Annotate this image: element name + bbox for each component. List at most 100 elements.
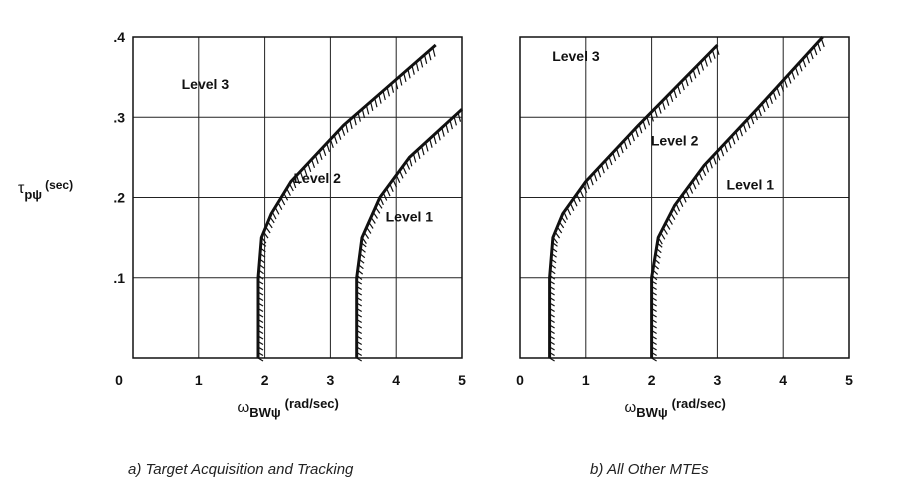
hatch-mark xyxy=(389,183,394,192)
hatch-mark xyxy=(653,264,659,270)
hatch-mark xyxy=(257,346,264,351)
hatch-mark xyxy=(691,181,697,190)
boundary-hatching xyxy=(651,38,825,362)
hatch-mark xyxy=(615,148,620,158)
x-tick-label: 2 xyxy=(648,372,656,388)
hatch-mark xyxy=(257,318,264,324)
hatch-mark xyxy=(445,123,449,133)
hatch-mark xyxy=(394,79,399,90)
hatch-mark xyxy=(345,123,349,133)
hatch-mark xyxy=(307,163,312,172)
hatch-mark xyxy=(453,116,457,126)
hatch-mark xyxy=(711,49,716,59)
level-label: Level 2 xyxy=(651,132,699,148)
hatch-mark xyxy=(322,147,327,156)
hatch-mark xyxy=(379,196,384,206)
y-tick-label: .2 xyxy=(113,190,125,206)
hatch-mark xyxy=(805,54,810,64)
hatch-mark xyxy=(356,307,363,313)
hatch-mark xyxy=(627,136,632,146)
hatch-mark xyxy=(608,156,613,166)
caption-a: a) Target Acquisition and Tracking xyxy=(128,461,354,478)
hatch-mark xyxy=(695,176,700,185)
hatch-mark xyxy=(566,207,572,216)
hatch-mark xyxy=(670,212,676,221)
x-tick-label: 5 xyxy=(458,372,466,388)
hatch-mark xyxy=(723,143,728,153)
x-tick-label: 4 xyxy=(779,372,787,388)
x-axis-label: ωBWψ(rad/sec) xyxy=(238,396,339,420)
x-tick-label: 4 xyxy=(392,372,400,388)
y-tick-label: .3 xyxy=(113,109,125,125)
hatch-mark xyxy=(585,180,590,190)
hatch-mark xyxy=(258,269,264,275)
hatch-mark xyxy=(554,231,561,239)
hatch-mark xyxy=(277,202,283,210)
hatch-mark xyxy=(582,184,588,194)
hatch-mark xyxy=(634,128,639,138)
hatch-mark xyxy=(688,185,694,194)
hatch-mark xyxy=(549,318,555,324)
hatch-mark xyxy=(257,324,264,329)
hatch-mark xyxy=(569,202,575,211)
hatch-mark xyxy=(651,291,657,296)
hatch-mark xyxy=(651,318,657,324)
hatch-mark xyxy=(428,51,432,61)
hatch-mark xyxy=(361,237,367,244)
hatch-mark xyxy=(257,329,264,335)
hatch-mark xyxy=(399,170,404,179)
hatch-mark xyxy=(791,70,796,80)
hatch-mark xyxy=(386,87,390,97)
hatch-mark xyxy=(361,108,366,119)
hatch-mark xyxy=(651,351,657,357)
hatch-mark xyxy=(712,155,717,165)
hatch-mark xyxy=(681,81,685,91)
hatch-mark xyxy=(576,193,581,202)
hatch-mark xyxy=(765,99,770,109)
hatch-mark xyxy=(356,351,363,357)
hatch-mark xyxy=(261,236,267,244)
hatch-mark xyxy=(776,87,781,96)
hatch-mark xyxy=(333,135,338,144)
panel-a: 0 1 2 3 4 5 .1 .2 .3 .4 ωBWψ(rad/sec) τpψ(sec) Level… xyxy=(18,29,466,420)
hatch-mark xyxy=(269,216,275,224)
hatch-mark xyxy=(257,313,264,318)
hatch-mark xyxy=(360,247,366,253)
hatch-mark xyxy=(419,58,424,68)
hatch-mark xyxy=(657,237,663,245)
hatch-mark xyxy=(665,96,670,106)
hatch-mark xyxy=(735,131,740,141)
hatch-mark xyxy=(809,50,814,60)
hatch-mark xyxy=(651,280,657,285)
boundary-hatching xyxy=(257,47,436,362)
hatch-mark xyxy=(739,127,743,137)
hatch-mark xyxy=(382,192,388,201)
hatch-mark xyxy=(604,160,609,170)
level-label: Level 3 xyxy=(552,48,600,64)
hatch-mark xyxy=(761,103,766,113)
hatch-mark xyxy=(688,73,693,83)
x-tick-label: 2 xyxy=(261,372,269,388)
hatch-mark xyxy=(421,146,425,156)
hatch-mark xyxy=(558,221,565,229)
level-label: Level 2 xyxy=(293,170,341,186)
hatch-mark xyxy=(260,247,266,253)
hatch-mark xyxy=(549,291,555,296)
hatch-mark xyxy=(701,167,707,177)
hatch-mark xyxy=(341,127,346,136)
hatch-mark xyxy=(780,83,785,92)
hatch-mark xyxy=(698,172,703,181)
hatch-mark xyxy=(651,329,657,335)
hatch-mark xyxy=(661,100,666,110)
hatch-mark xyxy=(402,165,407,175)
hatch-mark xyxy=(600,164,605,174)
hatch-mark xyxy=(813,46,818,56)
hatch-mark xyxy=(672,207,678,216)
hatch-mark xyxy=(700,61,705,71)
level-label: Level 3 xyxy=(182,76,230,92)
hatch-mark xyxy=(550,258,557,264)
hatch-mark xyxy=(794,66,799,76)
hatch-mark xyxy=(552,236,558,244)
